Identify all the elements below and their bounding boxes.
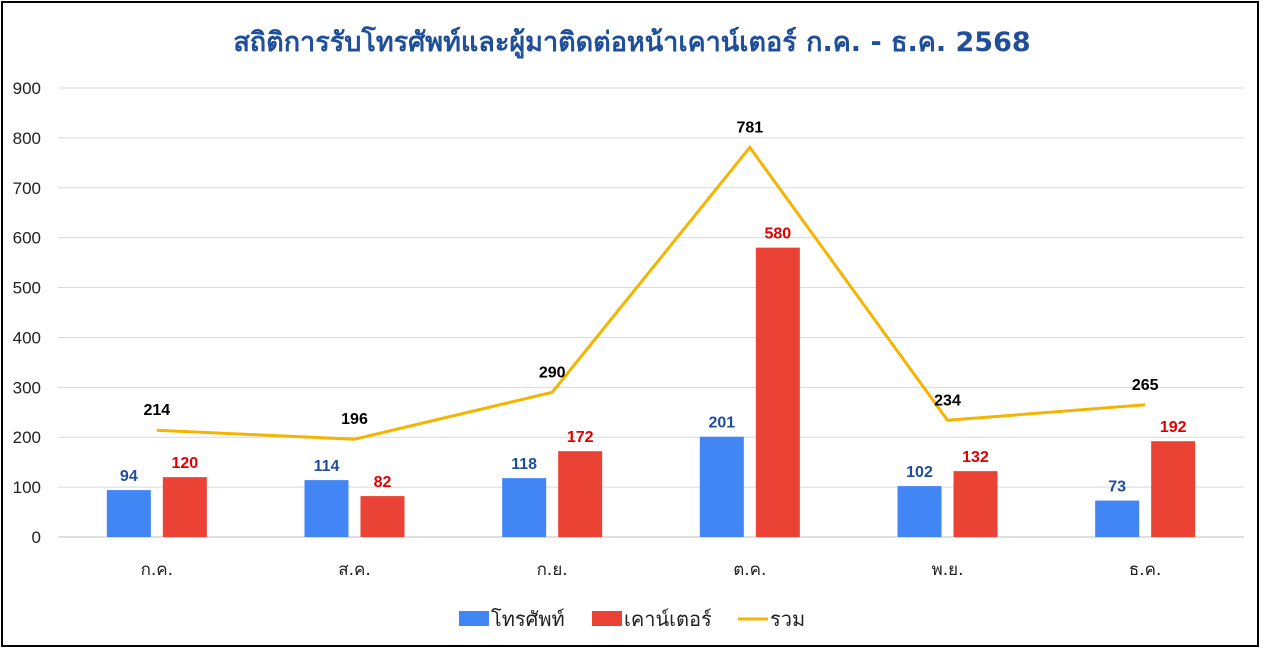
data-label: 265 bbox=[1132, 377, 1159, 394]
data-label: 201 bbox=[708, 415, 735, 432]
x-tick-label: ต.ค. bbox=[733, 560, 766, 580]
data-label: 114 bbox=[314, 458, 340, 475]
data-label: 120 bbox=[171, 455, 198, 472]
data-label: 172 bbox=[567, 429, 594, 446]
x-axis-ticks: ก.ค. ส.ค. ก.ย. ต.ค. พ.ย. ธ.ค. bbox=[141, 560, 1162, 580]
bar bbox=[558, 451, 603, 537]
bar bbox=[755, 247, 800, 537]
bar bbox=[1151, 441, 1196, 537]
data-label: 94 bbox=[120, 468, 138, 485]
x-tick-label: ส.ค. bbox=[338, 560, 371, 580]
x-tick-label: ธ.ค. bbox=[1129, 560, 1162, 580]
legend-label: เคาน์เตอร์ bbox=[624, 607, 712, 631]
bar bbox=[953, 471, 998, 537]
data-label: 102 bbox=[906, 464, 933, 481]
data-label: 82 bbox=[374, 474, 392, 491]
y-tick-label: 0 bbox=[32, 528, 41, 547]
bar bbox=[304, 480, 349, 537]
y-tick-label: 400 bbox=[13, 328, 41, 347]
y-tick-label: 100 bbox=[13, 478, 41, 497]
x-tick-label: พ.ย. bbox=[932, 560, 964, 580]
bar bbox=[106, 490, 151, 537]
data-label: 192 bbox=[1160, 419, 1187, 436]
legend-label: โทรศัพท์ bbox=[491, 607, 565, 631]
grid-layer bbox=[58, 87, 1244, 538]
data-label: 580 bbox=[764, 226, 791, 243]
bar bbox=[1095, 500, 1140, 537]
data-label: 132 bbox=[962, 449, 989, 466]
legend-swatch bbox=[592, 611, 622, 626]
y-axis-ticks: 0 100 200 300 400 500 600 700 800 900 bbox=[13, 79, 41, 547]
bar bbox=[699, 436, 744, 537]
data-label: 234 bbox=[934, 392, 961, 409]
bar bbox=[897, 486, 942, 537]
y-tick-label: 900 bbox=[13, 79, 41, 98]
y-tick-label: 200 bbox=[13, 428, 41, 447]
y-tick-label: 500 bbox=[13, 279, 41, 298]
y-tick-label: 600 bbox=[13, 229, 41, 248]
data-label: 214 bbox=[143, 402, 170, 419]
legend-label: รวม bbox=[770, 607, 805, 631]
y-tick-label: 300 bbox=[13, 378, 41, 397]
data-label: 196 bbox=[341, 411, 368, 428]
data-label: 781 bbox=[736, 119, 763, 136]
y-tick-label: 700 bbox=[13, 179, 41, 198]
chart-title: สถิติการรับโทรศัพท์และผู้มาติดต่อหน้าเคา… bbox=[233, 25, 1030, 59]
data-label: 73 bbox=[1108, 479, 1126, 496]
bar bbox=[360, 496, 405, 537]
bar-layer bbox=[106, 247, 1196, 537]
bar bbox=[162, 477, 207, 537]
line-layer bbox=[156, 144, 1146, 441]
y-tick-label: 800 bbox=[13, 129, 41, 148]
legend-swatch bbox=[459, 611, 489, 626]
total-line bbox=[156, 144, 1146, 441]
x-tick-label: ก.ค. bbox=[141, 560, 173, 580]
data-label: 290 bbox=[539, 364, 566, 381]
x-tick-label: ก.ย. bbox=[537, 560, 568, 580]
bar bbox=[502, 478, 547, 537]
legend: โทรศัพท์ เคาน์เตอร์ รวม bbox=[459, 607, 805, 631]
data-label-layer: 94 114 118 201 102 73 120 82 172 580 132 192 214 196 2… bbox=[120, 119, 1187, 495]
data-label: 118 bbox=[511, 456, 537, 473]
